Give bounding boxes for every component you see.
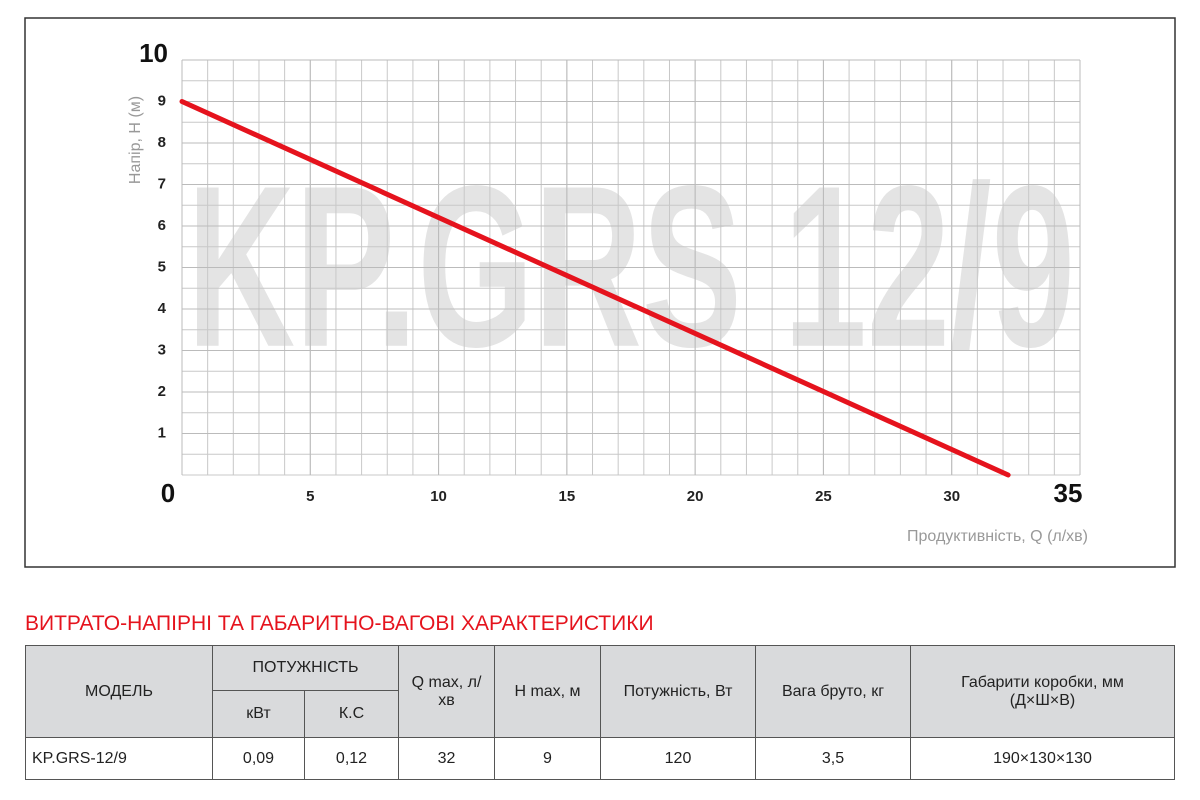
x-tick-label: 30 bbox=[943, 488, 960, 505]
y-tick-label: 10 bbox=[139, 38, 168, 68]
chart: KP.GRS 12/9 1 2 3 4 5 6 7 8 9 10 0 5 10 15 20 25 30 35 Напі… bbox=[24, 17, 1176, 568]
table-cell: 9 bbox=[494, 737, 601, 780]
header-cell: МОДЕЛЬ bbox=[25, 645, 213, 738]
y-tick-label: 4 bbox=[158, 300, 167, 317]
header-cell: Q max, л/хв bbox=[398, 645, 495, 738]
header-cell: Габарити коробки, мм (Д×Ш×В) bbox=[910, 645, 1175, 738]
table-cell: 3,5 bbox=[755, 737, 911, 780]
table-row: KP.GRS-12/9 0,09 0,12 32 9 120 3,5 190×130×130 bbox=[25, 737, 1175, 780]
header-cell: Вага бруто, кг bbox=[755, 645, 911, 738]
table-cell: 0,12 bbox=[304, 737, 399, 780]
x-tick-label: 35 bbox=[1054, 478, 1083, 508]
y-tick-label: 5 bbox=[158, 258, 166, 275]
table-cell: 120 bbox=[600, 737, 756, 780]
watermark: KP.GRS 12/9 bbox=[187, 138, 1075, 395]
x-tick-label: 5 bbox=[306, 488, 314, 505]
y-axis-label: Напір, H (м) bbox=[127, 96, 144, 184]
header-cell: Потужність, Вт bbox=[600, 645, 756, 738]
y-tick-label: 1 bbox=[158, 424, 166, 441]
x-tick-label: 20 bbox=[687, 488, 704, 505]
y-tick-label: 6 bbox=[158, 217, 166, 234]
y-tick-label: 7 bbox=[158, 175, 166, 192]
x-tick-label: 0 bbox=[161, 478, 175, 508]
x-tick-label: 25 bbox=[815, 488, 832, 505]
table-cell: 32 bbox=[398, 737, 495, 780]
subheader-cell: К.С bbox=[304, 690, 399, 738]
table-cell: 190×130×130 bbox=[910, 737, 1175, 780]
x-axis-label: Продуктивність, Q (л/хв) bbox=[907, 528, 1088, 545]
subheader-cell: кВт bbox=[212, 690, 305, 738]
x-tick-label: 10 bbox=[430, 488, 447, 505]
y-tick-label: 8 bbox=[158, 134, 166, 151]
y-tick-label: 9 bbox=[158, 92, 166, 109]
chart-frame bbox=[24, 17, 1176, 568]
spec-table: МОДЕЛЬ ПОТУЖНІСТЬ Q max, л/хв H max, м П… bbox=[25, 645, 1175, 780]
section-title: ВИТРАТО-НАПІРНІ ТА ГАБАРИТНО-ВАГОВІ ХАРА… bbox=[25, 612, 654, 635]
header-cell: ПОТУЖНІСТЬ bbox=[212, 645, 399, 691]
table-cell: KP.GRS-12/9 bbox=[25, 737, 213, 780]
y-tick-label: 3 bbox=[158, 341, 166, 358]
table-cell: 0,09 bbox=[212, 737, 305, 780]
y-tick-label: 2 bbox=[158, 383, 166, 400]
x-tick-label: 15 bbox=[559, 488, 576, 505]
head-curve bbox=[179, 99, 1011, 478]
header-cell: H max, м bbox=[494, 645, 601, 738]
